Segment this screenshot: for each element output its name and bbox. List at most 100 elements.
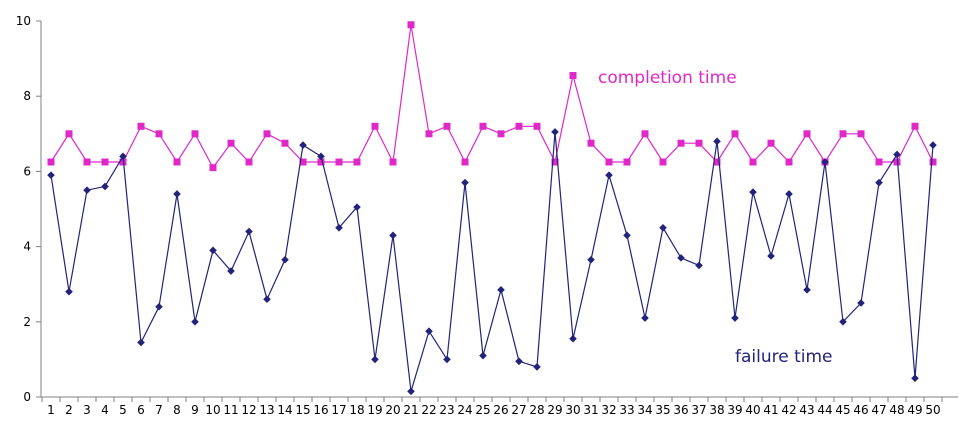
- data-point: [299, 158, 307, 166]
- data-point: [191, 130, 199, 138]
- x-axis-ticks: 1 2 3 4 5 6 7 8 9 10 11 12 13 14 15 16 17 18 19 20 21 22 23 24 2…: [41, 397, 943, 417]
- data-point: [299, 141, 307, 149]
- data-point: [479, 122, 487, 130]
- data-point: [119, 152, 127, 161]
- x-tick-label: 12: [241, 403, 256, 417]
- x-tick-label: 32: [601, 403, 616, 417]
- data-point: [353, 203, 361, 211]
- x-tick-label: 30: [565, 403, 580, 417]
- x-tick-label: 37: [691, 403, 706, 417]
- x-tick-label: 47: [871, 403, 886, 417]
- data-point: [893, 158, 901, 166]
- x-tick-label: 43: [799, 403, 814, 417]
- x-tick-label: 31: [583, 403, 598, 417]
- series-label-completion-time: completion time: [598, 68, 737, 88]
- data-point: [515, 122, 523, 130]
- x-tick-label: 23: [439, 403, 454, 417]
- x-tick-label: 46: [853, 403, 868, 417]
- data-point: [371, 122, 379, 130]
- x-tick-label: 27: [511, 403, 526, 417]
- y-tick-label: 4: [23, 240, 31, 254]
- data-point: [173, 158, 181, 166]
- data-point: [47, 171, 55, 179]
- data-point: [281, 139, 289, 147]
- x-tick-label: 15: [295, 403, 310, 417]
- data-point: [911, 122, 919, 130]
- x-tick-label: 10: [205, 403, 220, 417]
- data-point: [785, 158, 793, 166]
- x-tick-label: 48: [889, 403, 904, 417]
- x-tick-label: 7: [155, 403, 163, 417]
- data-point: [173, 190, 181, 198]
- data-point: [317, 152, 325, 161]
- data-point: [731, 314, 739, 322]
- data-point: [317, 158, 325, 166]
- x-tick-label: 14: [277, 403, 292, 417]
- x-tick-label: 8: [173, 403, 181, 417]
- data-point: [65, 130, 73, 138]
- data-point: [857, 130, 865, 138]
- data-point: [389, 158, 397, 166]
- data-point: [713, 137, 721, 146]
- y-tick-label: 2: [23, 315, 31, 329]
- data-point: [137, 122, 145, 130]
- data-point: [515, 357, 523, 366]
- series-line: [50, 131, 934, 392]
- data-point: [407, 21, 415, 29]
- x-tick-label: 39: [727, 403, 742, 417]
- data-point: [641, 130, 649, 138]
- data-point: [101, 158, 109, 166]
- data-point: [443, 355, 451, 364]
- x-tick-label: 35: [655, 403, 670, 417]
- x-tick-label: 24: [457, 403, 472, 417]
- x-tick-label: 41: [763, 403, 778, 417]
- x-tick-label: 2: [65, 403, 73, 417]
- data-point: [569, 72, 577, 80]
- y-tick-label: 0: [23, 390, 31, 404]
- data-point: [551, 158, 559, 166]
- data-point: [857, 299, 865, 307]
- x-tick-label: 1: [47, 403, 55, 417]
- x-tick-label: 13: [259, 403, 274, 417]
- x-tick-label: 34: [637, 403, 652, 417]
- data-point: [137, 338, 145, 347]
- data-point: [803, 130, 811, 138]
- series-label-failure-time: failure time: [735, 347, 833, 367]
- x-tick-label: 45: [835, 403, 850, 417]
- x-tick-label: 3: [83, 403, 91, 417]
- data-point: [821, 158, 829, 166]
- data-point: [731, 130, 739, 138]
- data-point: [281, 255, 289, 264]
- x-tick-label: 18: [349, 403, 364, 417]
- data-point: [443, 122, 451, 130]
- x-tick-label: 44: [817, 403, 832, 417]
- data-point: [695, 261, 703, 270]
- data-point: [83, 186, 91, 194]
- x-tick-label: 28: [529, 403, 544, 417]
- data-point: [227, 267, 235, 275]
- data-point: [659, 158, 667, 166]
- data-point: [425, 327, 433, 335]
- data-point: [335, 158, 343, 166]
- data-point: [641, 314, 649, 322]
- data-point: [767, 139, 775, 147]
- x-tick-label: 38: [709, 403, 724, 417]
- data-point: [497, 286, 505, 294]
- x-tick-label: 5: [119, 403, 127, 417]
- data-point: [767, 252, 775, 260]
- data-point: [659, 224, 667, 232]
- data-point: [785, 190, 793, 198]
- data-point: [839, 130, 847, 138]
- data-point: [803, 286, 811, 294]
- series-layer: [47, 21, 937, 396]
- x-tick-label: 17: [331, 403, 346, 417]
- data-point: [209, 164, 217, 172]
- data-point: [605, 171, 613, 179]
- x-tick-label: 25: [475, 403, 490, 417]
- x-tick-label: 16: [313, 403, 328, 417]
- x-tick-label: 26: [493, 403, 508, 417]
- data-point: [569, 334, 577, 343]
- y-tick-label: 6: [23, 164, 31, 178]
- data-point: [263, 130, 271, 138]
- data-point: [65, 287, 73, 296]
